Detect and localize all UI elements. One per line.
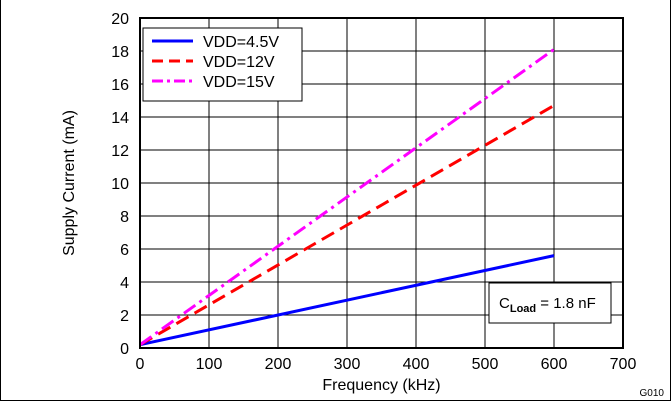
series-line — [139, 104, 555, 346]
x-tick-label: 100 — [196, 356, 223, 373]
y-tick-label: 4 — [120, 275, 129, 292]
y-tick-label: 16 — [111, 77, 129, 94]
y-tick-label: 12 — [111, 143, 129, 160]
legend-label: VDD=12V — [203, 54, 275, 71]
figure-id: G010 — [640, 388, 665, 399]
y-tick-label: 8 — [120, 209, 129, 226]
y-tick-label: 20 — [111, 11, 129, 28]
x-tick-label: 600 — [541, 356, 568, 373]
y-tick-labels: 0 2 4 6 8 10 12 14 16 18 20 — [111, 11, 129, 358]
legend: VDD=4.5V VDD=12V VDD=15V — [142, 27, 303, 102]
y-tick-label: 2 — [120, 308, 129, 325]
x-tick-label: 300 — [334, 356, 361, 373]
legend-label: VDD=15V — [203, 74, 275, 91]
series-line — [139, 254, 555, 347]
load-annotation: CLoad = 1.8 nF — [488, 282, 612, 324]
annotation-subscript: Load — [510, 303, 536, 315]
x-tick-label: 500 — [472, 356, 499, 373]
y-tick-label: 0 — [120, 341, 129, 358]
y-tick-label: 14 — [111, 110, 129, 127]
series-lines — [139, 48, 555, 347]
annotation-suffix: = 1.8 nF — [536, 295, 596, 312]
x-tick-label: 0 — [136, 356, 145, 373]
x-tick-label: 200 — [265, 356, 292, 373]
x-tick-label: 400 — [403, 356, 430, 373]
y-axis-label: Supply Current (mA) — [61, 110, 78, 256]
x-tick-labels: 0 100 200 300 400 500 600 700 — [136, 356, 637, 373]
plot-area-border — [139, 17, 624, 349]
annotation-prefix: C — [499, 295, 510, 312]
annotation-box — [488, 282, 612, 324]
x-tick-label: 700 — [610, 356, 637, 373]
y-tick-label: 10 — [111, 176, 129, 193]
x-axis-label: Frequency (kHz) — [322, 377, 440, 394]
grid-lines — [139, 17, 624, 349]
legend-label: VDD=4.5V — [203, 34, 279, 51]
annotation-text: CLoad = 1.8 nF — [499, 295, 596, 315]
y-tick-label: 6 — [120, 242, 129, 259]
series-line — [139, 48, 555, 346]
y-tick-label: 18 — [111, 44, 129, 61]
